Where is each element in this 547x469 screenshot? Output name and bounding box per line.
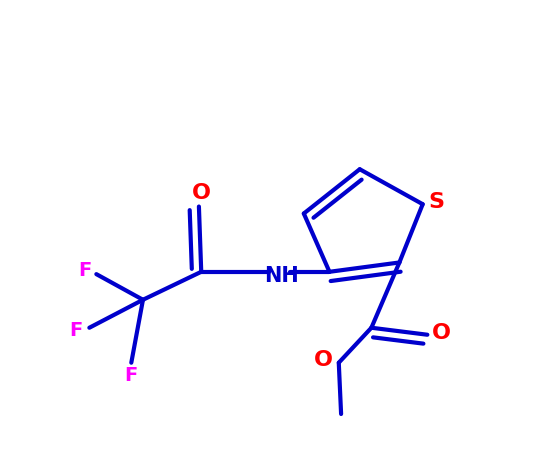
- Text: F: F: [125, 366, 138, 385]
- Text: NH: NH: [264, 266, 299, 287]
- Text: O: O: [192, 183, 211, 204]
- Text: O: O: [432, 323, 451, 343]
- Text: O: O: [314, 350, 333, 371]
- Text: F: F: [69, 321, 83, 340]
- Text: F: F: [78, 261, 91, 280]
- Text: S: S: [429, 192, 445, 212]
